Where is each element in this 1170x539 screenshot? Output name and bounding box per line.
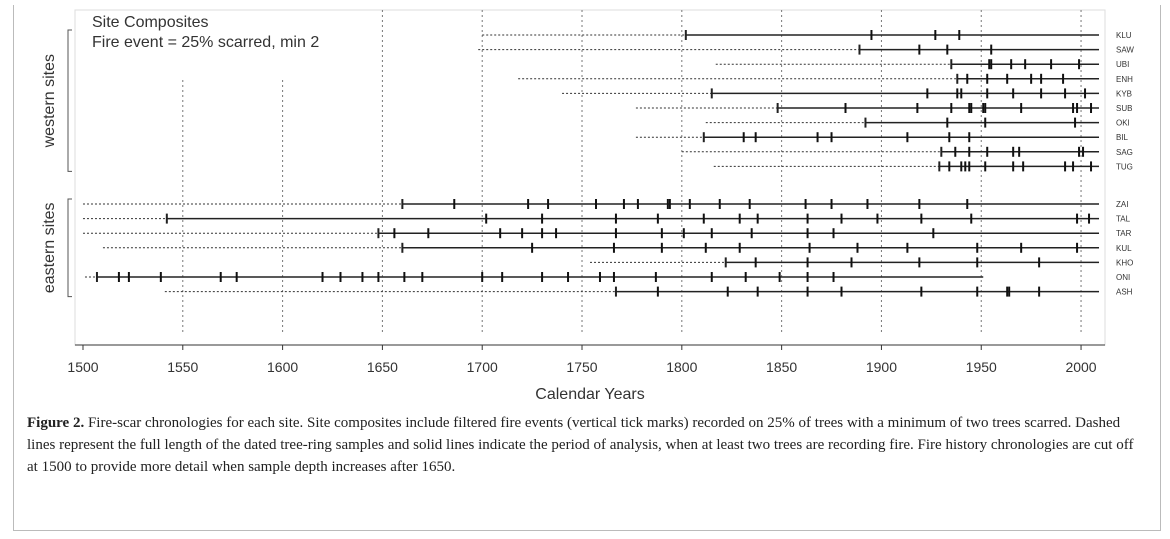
- figure-frame: [13, 5, 1161, 531]
- group-label: western sites: [41, 54, 58, 148]
- site-label: ZAI: [1116, 200, 1128, 209]
- site-label: KHO: [1116, 258, 1133, 267]
- site-label: ONI: [1116, 273, 1130, 282]
- site-label: TAR: [1116, 229, 1132, 238]
- group-bracket: [67, 29, 72, 172]
- site-label: SAG: [1116, 148, 1133, 157]
- site-label: ASH: [1116, 288, 1133, 297]
- site-label: TUG: [1116, 162, 1133, 171]
- legend-line: Site Composites: [92, 14, 209, 31]
- x-tick-label: 1600: [267, 359, 298, 375]
- x-tick-label: 1950: [966, 359, 997, 375]
- site-label: KYB: [1116, 89, 1132, 98]
- site-label: SUB: [1116, 104, 1132, 113]
- site-label: UBI: [1116, 60, 1129, 69]
- site-label: KUL: [1116, 244, 1132, 253]
- x-axis-label: Calendar Years: [535, 386, 644, 403]
- x-tick-label: 1800: [666, 359, 697, 375]
- caption-label: Figure 2.: [27, 415, 85, 431]
- group-label: eastern sites: [41, 202, 58, 293]
- x-tick-label: 1550: [167, 359, 198, 375]
- x-tick-label: 1850: [766, 359, 797, 375]
- chart: Site Composites Fire event = 25% scarred…: [41, 9, 1134, 403]
- x-tick-label: 1700: [467, 359, 498, 375]
- x-tick-label: 1750: [566, 359, 597, 375]
- x-tick-label: 2000: [1065, 359, 1096, 375]
- group-bracket: [67, 198, 72, 298]
- site-label: ENH: [1116, 75, 1133, 84]
- site-label: OKI: [1116, 119, 1130, 128]
- site-label: TAL: [1116, 215, 1131, 224]
- x-tick-label: 1650: [367, 359, 398, 375]
- site-label: SAW: [1116, 46, 1134, 55]
- site-label: BIL: [1116, 133, 1129, 142]
- legend-line: Fire event = 25% scarred, min 2: [92, 34, 319, 51]
- x-tick-label: 1500: [67, 359, 98, 375]
- site-label: KLU: [1116, 31, 1132, 40]
- caption-text: Fire-scar chronologies for each site. Si…: [27, 415, 1134, 475]
- x-tick-label: 1900: [866, 359, 897, 375]
- caption: Figure 2. Fire-scar chronologies for eac…: [27, 412, 1147, 478]
